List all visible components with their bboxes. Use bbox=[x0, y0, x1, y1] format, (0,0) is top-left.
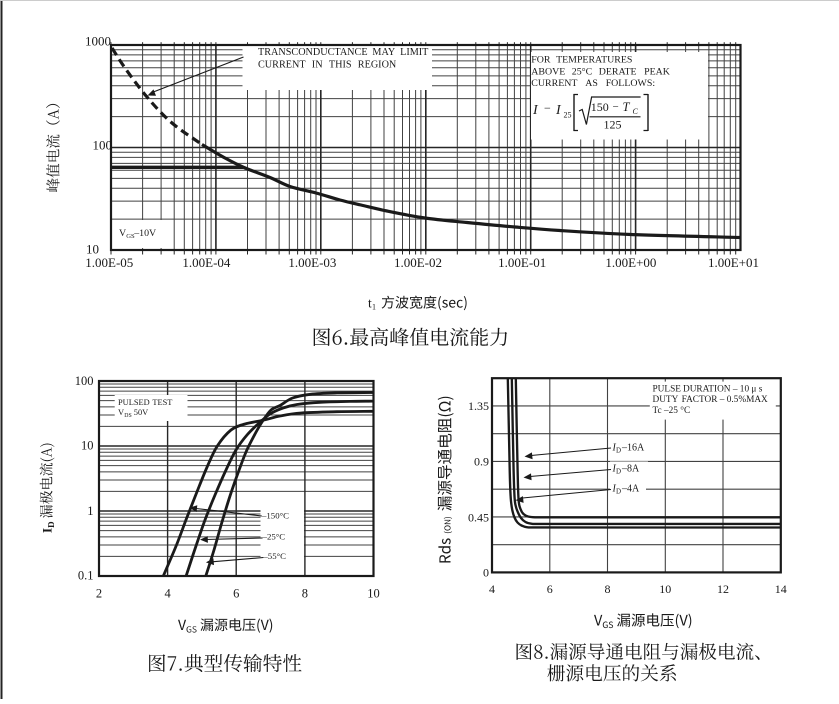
svg-text:1.00E-01: 1.00E-01 bbox=[498, 255, 546, 270]
svg-text:125: 125 bbox=[604, 118, 622, 132]
svg-text:1.00E-04: 1.00E-04 bbox=[182, 255, 231, 270]
svg-text:0.1: 0.1 bbox=[78, 569, 94, 583]
svg-text:AS: AS bbox=[585, 78, 598, 89]
svg-text:FOR: FOR bbox=[531, 55, 551, 66]
svg-text:–8A: –8A bbox=[621, 464, 640, 475]
svg-text:−: − bbox=[613, 101, 619, 113]
svg-text:1.00E-05: 1.00E-05 bbox=[85, 255, 133, 270]
svg-text:MAY: MAY bbox=[372, 47, 395, 58]
svg-text:8: 8 bbox=[605, 582, 611, 596]
svg-text:C: C bbox=[633, 107, 639, 116]
svg-text:12: 12 bbox=[717, 582, 729, 596]
svg-text:IN: IN bbox=[312, 59, 323, 70]
svg-text:10: 10 bbox=[81, 439, 94, 453]
svg-text:6: 6 bbox=[547, 582, 553, 596]
svg-text:14: 14 bbox=[775, 582, 787, 596]
svg-text:150: 150 bbox=[591, 100, 609, 114]
svg-text:FOLLOWS:: FOLLOWS: bbox=[606, 78, 655, 89]
svg-text:1000: 1000 bbox=[85, 34, 111, 49]
svg-text:T: T bbox=[623, 100, 631, 114]
svg-text:I: I bbox=[532, 103, 539, 118]
svg-text:0.9: 0.9 bbox=[474, 455, 489, 469]
svg-text:I: I bbox=[612, 443, 617, 454]
svg-text:DUTY: DUTY bbox=[653, 395, 679, 405]
svg-text:25: 25 bbox=[564, 111, 572, 120]
svg-text:1.35: 1.35 bbox=[468, 399, 489, 413]
svg-text:25°C: 25°C bbox=[572, 67, 593, 78]
svg-text:PULSE: PULSE bbox=[653, 384, 682, 394]
svg-text:TEMPERATURES: TEMPERATURES bbox=[556, 55, 632, 66]
svg-text:4: 4 bbox=[489, 582, 495, 596]
svg-text:1.00E+00: 1.00E+00 bbox=[605, 255, 656, 270]
svg-text:–150°C: –150°C bbox=[261, 511, 289, 521]
svg-text:–16A: –16A bbox=[621, 443, 645, 454]
svg-text:0.45: 0.45 bbox=[468, 511, 489, 525]
svg-text:DURATION – 10 μ s: DURATION – 10 μ s bbox=[683, 384, 763, 394]
svg-text:–4A: –4A bbox=[621, 484, 640, 495]
svg-text:I: I bbox=[612, 484, 617, 495]
svg-text:0: 0 bbox=[483, 566, 489, 580]
svg-text:2: 2 bbox=[96, 587, 102, 601]
svg-text:DS: DS bbox=[124, 413, 131, 419]
svg-text:V: V bbox=[118, 408, 124, 417]
svg-text:FACTOR – 0.5%MAX: FACTOR – 0.5%MAX bbox=[682, 395, 768, 405]
svg-text:1.00E+01: 1.00E+01 bbox=[708, 255, 759, 270]
svg-text:10: 10 bbox=[659, 582, 671, 596]
svg-text:1: 1 bbox=[372, 303, 376, 312]
svg-text:1: 1 bbox=[87, 504, 93, 518]
svg-text:–55°C: –55°C bbox=[262, 551, 286, 561]
svg-text:ABOVE: ABOVE bbox=[531, 67, 565, 78]
svg-text:LIMIT: LIMIT bbox=[400, 47, 429, 58]
svg-text:PULSED: PULSED bbox=[118, 398, 150, 407]
svg-text:TEST: TEST bbox=[152, 398, 172, 407]
svg-text:GS: GS bbox=[126, 233, 135, 240]
svg-text:V: V bbox=[119, 228, 127, 239]
svg-text:–25°C: –25°C bbox=[262, 532, 286, 542]
svg-text:PEAK: PEAK bbox=[644, 67, 671, 78]
svg-text:100: 100 bbox=[93, 138, 113, 153]
svg-text:50V: 50V bbox=[134, 408, 148, 417]
svg-text:D: D bbox=[616, 468, 621, 476]
svg-text:REGION: REGION bbox=[358, 59, 397, 70]
svg-text:6: 6 bbox=[233, 587, 239, 601]
svg-text:8: 8 bbox=[302, 587, 308, 601]
svg-text:10: 10 bbox=[367, 587, 380, 601]
svg-text:Tc –25 °C: Tc –25 °C bbox=[653, 405, 691, 416]
svg-text:THIS: THIS bbox=[329, 59, 352, 70]
svg-text:CURRENT: CURRENT bbox=[531, 78, 577, 89]
svg-text:I: I bbox=[555, 103, 562, 118]
svg-text:−: − bbox=[544, 101, 551, 115]
svg-text:CURRENT: CURRENT bbox=[258, 59, 306, 70]
svg-text:4: 4 bbox=[164, 587, 171, 601]
svg-text:1.00E-02: 1.00E-02 bbox=[394, 255, 442, 270]
svg-text:1.00E-03: 1.00E-03 bbox=[288, 255, 336, 270]
svg-text:100: 100 bbox=[75, 374, 94, 388]
svg-text:D: D bbox=[616, 447, 621, 455]
svg-text:DERATE: DERATE bbox=[599, 67, 637, 78]
svg-text:D: D bbox=[616, 488, 621, 496]
svg-text:TRANSCONDUCTANCE: TRANSCONDUCTANCE bbox=[258, 47, 368, 58]
svg-text:10: 10 bbox=[86, 242, 99, 257]
svg-text:I: I bbox=[612, 464, 617, 475]
svg-text:–10V: –10V bbox=[133, 228, 157, 239]
svg-text:t: t bbox=[368, 296, 372, 311]
